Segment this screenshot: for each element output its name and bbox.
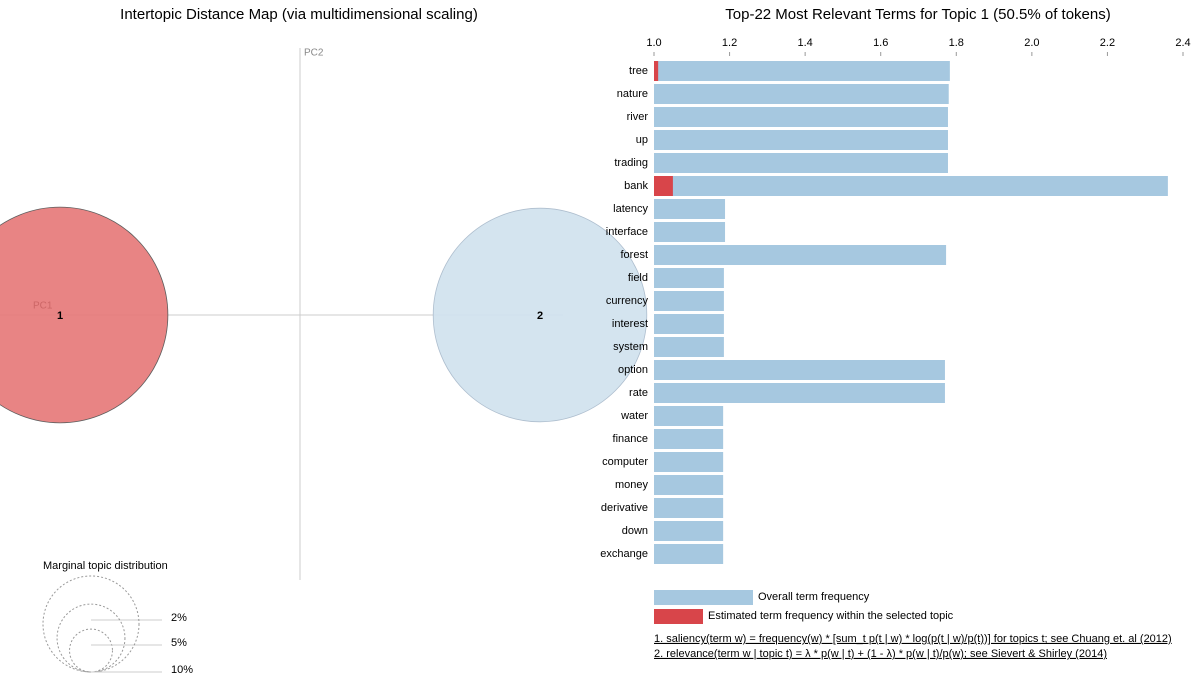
term-label: down xyxy=(622,525,648,537)
legend-swatch xyxy=(654,609,703,624)
overall-bar xyxy=(654,383,945,403)
size-legend-circle xyxy=(69,628,113,673)
x-tick-label: 1.6 xyxy=(873,37,888,49)
term-label: derivative xyxy=(601,502,648,514)
footnote: 2. relevance(term w | topic t) = λ * p(w… xyxy=(654,648,1107,660)
topic-label: 2 xyxy=(537,310,543,322)
legend-label: Overall term frequency xyxy=(758,591,870,603)
overall-bar xyxy=(654,153,948,173)
x-tick-label: 1.4 xyxy=(797,37,812,49)
overall-bar xyxy=(654,360,945,380)
overall-bar xyxy=(654,245,947,265)
term-label: interest xyxy=(612,318,648,330)
overall-bar xyxy=(654,176,1168,196)
topic-bubble xyxy=(432,207,648,423)
term-label: field xyxy=(628,272,648,284)
term-label: finance xyxy=(613,433,648,445)
pc1-label: PC1 xyxy=(33,301,53,312)
overall-bar xyxy=(654,84,949,104)
x-tick-label: 1.0 xyxy=(646,37,661,49)
size-legend-label: 5% xyxy=(171,637,187,649)
topic-label: 1 xyxy=(57,310,63,322)
term-label: money xyxy=(615,479,649,491)
topic-bubble xyxy=(0,206,169,424)
overall-bar xyxy=(654,544,724,564)
overall-bar xyxy=(654,337,724,357)
term-label: option xyxy=(618,364,648,376)
term-label: exchange xyxy=(600,548,648,560)
overall-bar xyxy=(654,452,724,472)
size-legend-label: 2% xyxy=(171,612,187,624)
term-label: latency xyxy=(613,203,648,215)
size-legend-circle xyxy=(42,575,140,673)
x-tick-label: 2.4 xyxy=(1175,37,1190,49)
term-label: computer xyxy=(602,456,648,468)
overall-bar xyxy=(654,291,724,311)
topic-bar xyxy=(654,176,673,196)
term-label: up xyxy=(636,134,648,146)
x-tick-label: 2.2 xyxy=(1100,37,1115,49)
size-legend-circle xyxy=(56,603,126,673)
term-label: interface xyxy=(606,226,648,238)
overall-bar xyxy=(654,61,950,81)
overall-bar xyxy=(654,498,724,518)
overall-bar xyxy=(654,475,724,495)
overall-bar xyxy=(654,107,948,127)
overall-bar xyxy=(654,521,724,541)
x-tick-label: 1.8 xyxy=(949,37,964,49)
term-label: forest xyxy=(620,249,648,261)
legend-label: Estimated term frequency within the sele… xyxy=(708,610,954,622)
term-label: water xyxy=(620,410,648,422)
overall-bar xyxy=(654,199,726,219)
bar-title: Top-22 Most Relevant Terms for Topic 1 (… xyxy=(725,6,1110,23)
map-plot: PC1 PC2 1 2 xyxy=(0,48,648,580)
overall-bar xyxy=(654,222,726,242)
overall-bar xyxy=(654,268,724,288)
term-label: bank xyxy=(624,180,648,192)
overall-bar xyxy=(654,130,948,150)
x-tick-label: 2.0 xyxy=(1024,37,1039,49)
term-label: currency xyxy=(606,295,649,307)
overall-bar xyxy=(654,406,724,426)
term-label: tree xyxy=(629,65,648,77)
term-label: trading xyxy=(614,157,648,169)
size-legend-title: Marginal topic distribution xyxy=(43,560,168,572)
x-tick-label: 1.2 xyxy=(722,37,737,49)
term-label: rate xyxy=(629,387,648,399)
size-legend-label: 10% xyxy=(171,664,193,676)
pc2-label: PC2 xyxy=(304,48,324,59)
footnote: 1. saliency(term w) = frequency(w) * [su… xyxy=(654,633,1172,645)
term-label: river xyxy=(627,111,649,123)
legend-swatch xyxy=(654,590,753,605)
term-label: nature xyxy=(617,88,648,100)
term-label: system xyxy=(613,341,648,353)
overall-bar xyxy=(654,429,724,449)
overall-bar xyxy=(654,314,724,334)
map-title: Intertopic Distance Map (via multidimens… xyxy=(120,6,478,23)
topic-bar xyxy=(654,61,659,81)
